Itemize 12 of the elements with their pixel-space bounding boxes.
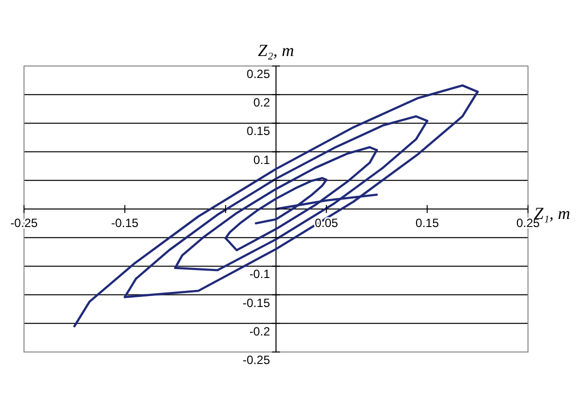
x-tick-label: 0.15 — [416, 216, 440, 230]
y-tick-label: 0.25 — [246, 67, 270, 81]
y-tick-label: -0.15 — [242, 296, 270, 310]
y-tick-label: -0.1 — [249, 267, 270, 282]
y-tick-label: 0.2 — [253, 96, 270, 110]
y-tick-label: -0.2 — [249, 324, 270, 338]
y-tick-label: 0.1 — [253, 152, 270, 167]
y-tick-label: 0.15 — [246, 124, 270, 138]
y-tick-label: -0.25 — [242, 353, 270, 367]
x-tick-label: -0.15 — [111, 216, 139, 230]
x-tick-label: -0.25 — [10, 216, 38, 230]
y-axis-title: Z₂, m — [258, 41, 294, 60]
